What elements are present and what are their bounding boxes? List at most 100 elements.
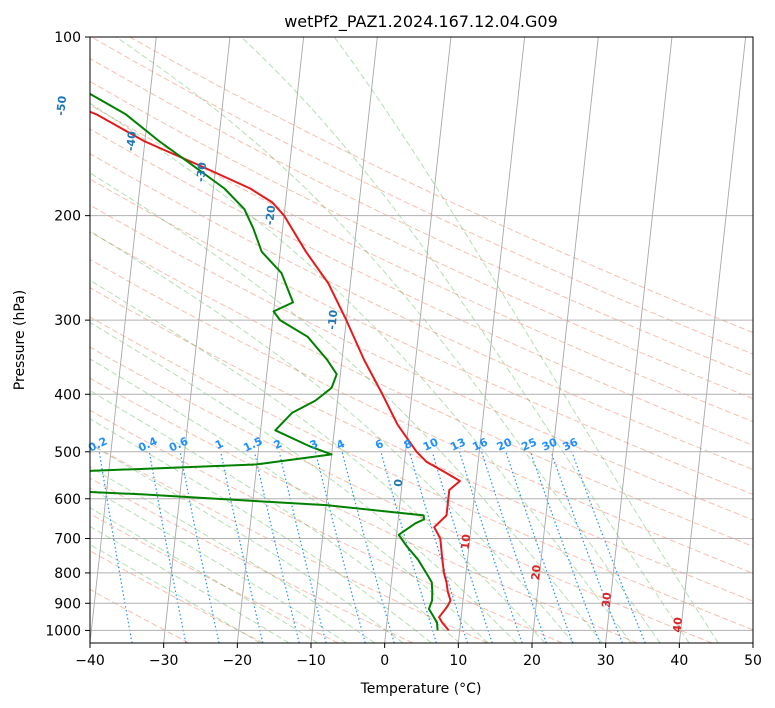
y-tick-label: 300 bbox=[54, 313, 81, 329]
moist-adiabat bbox=[90, 230, 574, 643]
mixing-ratio-line bbox=[148, 451, 187, 643]
x-tick-label: 30 bbox=[597, 653, 615, 669]
isotherm-label: 40 bbox=[671, 616, 686, 633]
x-tick-label: 20 bbox=[523, 653, 541, 669]
isotherm bbox=[605, 37, 673, 643]
mixing-ratio-line bbox=[253, 451, 300, 643]
isotherm-label: 0 bbox=[392, 478, 406, 487]
mixing-ratio-line bbox=[220, 451, 264, 643]
mixing-ratio-line bbox=[278, 451, 327, 643]
y-tick-label: 500 bbox=[54, 445, 81, 461]
moist-adiabat bbox=[115, 37, 661, 643]
dry-adiabat bbox=[90, 57, 753, 377]
isotherm-label: -40 bbox=[124, 130, 139, 152]
gridlines bbox=[90, 37, 753, 643]
isotherm bbox=[457, 37, 526, 643]
mixing-ratio-line bbox=[505, 451, 574, 643]
sounding-profiles bbox=[90, 92, 461, 632]
dry-adiabat bbox=[91, 37, 753, 355]
y-tick-label: 800 bbox=[54, 566, 81, 582]
mixing-ratio-label: 16 bbox=[470, 435, 490, 453]
isotherm bbox=[163, 37, 231, 643]
dry-adiabat bbox=[90, 104, 753, 423]
moist-adiabat bbox=[240, 37, 690, 643]
mixing-ratio-line bbox=[408, 451, 469, 643]
x-tick-label: −30 bbox=[149, 653, 179, 669]
mixing-ratio-line bbox=[431, 451, 493, 643]
mixing-ratio-line bbox=[530, 451, 601, 643]
y-tick-label: 900 bbox=[54, 596, 81, 612]
mixing-ratio-label: 36 bbox=[561, 435, 581, 453]
dry-adiabat bbox=[90, 287, 753, 602]
moist-adiabat bbox=[90, 443, 404, 643]
moist-adiabat bbox=[90, 466, 376, 643]
moist-adiabat bbox=[90, 418, 432, 643]
dry-adiabat bbox=[90, 316, 753, 631]
isotherm-label: -10 bbox=[325, 309, 340, 331]
mixing-ratio-line bbox=[550, 451, 623, 643]
isotherm-label: 30 bbox=[600, 591, 615, 608]
y-tick-label: 100 bbox=[54, 30, 81, 46]
mixing-ratio-line bbox=[314, 451, 366, 643]
mixing-ratio-label: 13 bbox=[448, 436, 467, 454]
dry-adiabat bbox=[90, 443, 488, 643]
isotherm bbox=[90, 37, 157, 643]
y-tick-label: 1000 bbox=[45, 623, 81, 639]
x-tick-label: 40 bbox=[670, 653, 688, 669]
dry-adiabat bbox=[90, 409, 563, 643]
mixing-ratio-line bbox=[458, 451, 523, 643]
y-tick-label: 600 bbox=[54, 492, 81, 508]
x-tick-label: 50 bbox=[744, 653, 762, 669]
isotherm bbox=[678, 37, 747, 643]
isotherm bbox=[236, 37, 305, 643]
y-tick-label: 200 bbox=[54, 209, 81, 225]
mixing-ratio-label: 10 bbox=[421, 435, 441, 453]
isotherm bbox=[531, 37, 599, 643]
x-tick-label: −40 bbox=[75, 653, 105, 669]
y-tick-label: 400 bbox=[54, 387, 81, 403]
dry-adiabat bbox=[90, 153, 753, 471]
line-labels: -70-60-50-40-30-20-100102030400.20.40.61… bbox=[54, 95, 686, 633]
moist-adiabat bbox=[90, 390, 461, 643]
y-axis-label: Pressure (hPa) bbox=[12, 290, 28, 390]
isotherm-label: 10 bbox=[459, 533, 474, 550]
mixing-ratio-label: 30 bbox=[540, 435, 560, 453]
moist-adiabat bbox=[333, 37, 719, 643]
chart-title: wetPf2_PAZ1.2024.167.12.04.G09 bbox=[284, 12, 558, 32]
mixing-ratio-line bbox=[481, 451, 547, 643]
dry-adiabat bbox=[90, 513, 339, 643]
x-tick-label: −20 bbox=[223, 653, 253, 669]
y-tick-label: 700 bbox=[54, 532, 81, 548]
dry-adiabat bbox=[90, 204, 753, 521]
axis-ticks: −40 −30 −20 −10 0 10 20 30 40 5010020030040050060… bbox=[45, 30, 762, 669]
temperature-profile bbox=[90, 110, 461, 632]
dry-adiabat bbox=[90, 377, 638, 643]
isotherm-label: -30 bbox=[194, 161, 209, 183]
dry-adiabat bbox=[90, 178, 753, 495]
dry-adiabat bbox=[90, 550, 264, 643]
x-tick-label: 10 bbox=[449, 653, 467, 669]
dry-adiabat bbox=[90, 80, 753, 400]
isotherm bbox=[384, 37, 452, 643]
moist-adiabat bbox=[90, 543, 261, 643]
x-axis-label: Temperature (°C) bbox=[360, 681, 482, 697]
plot-frame bbox=[89, 36, 754, 644]
x-tick-label: 0 bbox=[380, 653, 389, 669]
moist-adiabat bbox=[90, 358, 489, 643]
moist-adiabat bbox=[90, 525, 290, 643]
mixing-ratio-label: 25 bbox=[519, 436, 538, 454]
dry-adiabat bbox=[90, 346, 712, 643]
mixing-ratio-line bbox=[380, 451, 437, 643]
dewpoint-profile bbox=[90, 92, 439, 631]
isotherm-label: -50 bbox=[54, 95, 69, 117]
moist-adiabat bbox=[90, 279, 546, 643]
isotherm bbox=[310, 37, 378, 643]
mixing-ratio-line bbox=[179, 451, 220, 643]
isotherm-label: 20 bbox=[529, 564, 544, 581]
mixing-ratio-label: 20 bbox=[495, 435, 515, 453]
isotherm-label: -20 bbox=[263, 204, 278, 226]
x-tick-label: −10 bbox=[296, 653, 326, 669]
moist-adiabat bbox=[90, 172, 603, 643]
